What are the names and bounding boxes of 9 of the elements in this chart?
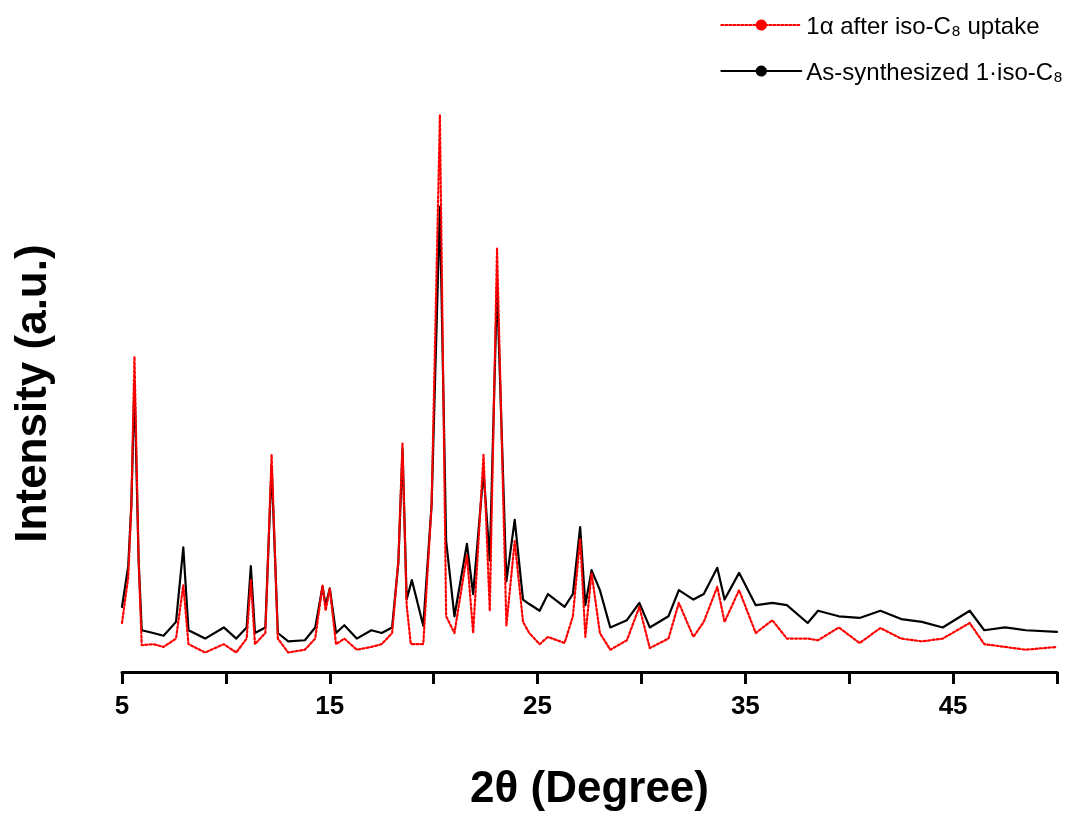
x-tick-label: 5 [114, 690, 130, 720]
x-tick-label: 35 [730, 690, 760, 720]
x-tick-label: 45 [938, 690, 968, 720]
legend-label: As-synthesized 1·iso-C₈ [806, 57, 1063, 85]
x-tick-label: 25 [523, 690, 553, 720]
x-tick-label: 15 [315, 690, 345, 720]
x-axis-title: 2θ (Degree) [470, 761, 709, 811]
legend-label: 1α after iso-C₈ uptake [806, 11, 1040, 39]
y-axis-title: Intensity (a.u.) [5, 244, 55, 543]
